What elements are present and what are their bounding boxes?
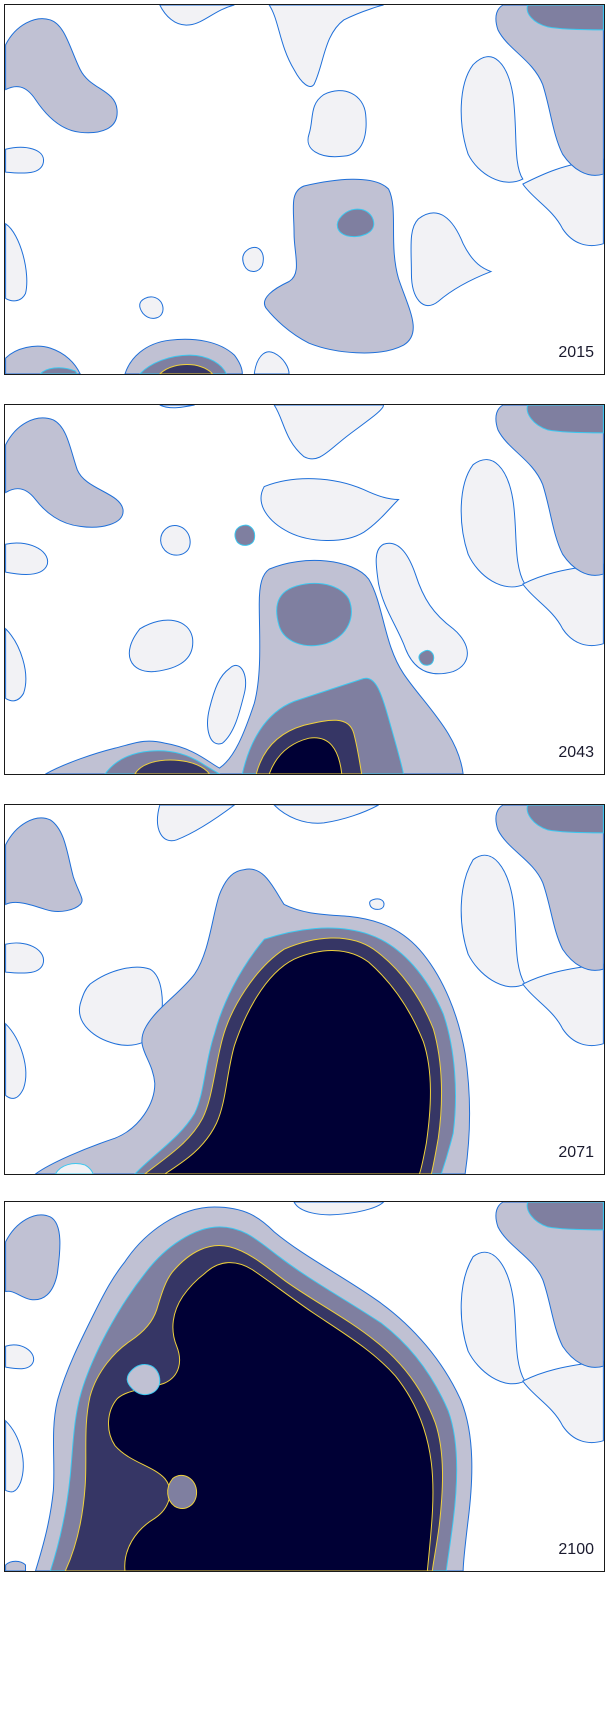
light-region	[522, 563, 604, 647]
light-region	[160, 525, 191, 556]
light-region	[410, 212, 493, 307]
darkest-region	[163, 950, 431, 1174]
mid-region	[39, 367, 78, 374]
light-region	[5, 1419, 24, 1493]
mid-region	[234, 524, 256, 546]
gray-region	[5, 417, 124, 528]
gray-region	[495, 805, 604, 971]
dark-region	[134, 759, 211, 774]
year-label: 2043	[558, 744, 594, 761]
mid-region	[526, 5, 604, 31]
light-region	[207, 664, 247, 745]
light-region	[522, 1360, 604, 1444]
year-label: 2015	[558, 344, 594, 361]
gray-region	[495, 405, 604, 576]
light-region	[242, 246, 264, 273]
mid-region	[526, 1202, 604, 1231]
contour-map-2043	[5, 405, 604, 774]
map-panel-2071: 2071	[4, 804, 605, 1175]
light-region	[268, 5, 384, 87]
mid-hole	[167, 1474, 198, 1510]
light-region	[375, 542, 468, 675]
light-region	[159, 405, 195, 409]
light-region	[522, 158, 604, 247]
light-region	[5, 627, 27, 702]
dark-region	[159, 364, 214, 374]
light-region	[139, 296, 164, 319]
light-region	[5, 1022, 27, 1099]
gray-region	[5, 817, 83, 912]
gray-region	[5, 1214, 61, 1301]
contour-map-2015	[5, 5, 604, 374]
mid-region	[418, 649, 435, 666]
gray-region	[5, 345, 81, 374]
light-region	[5, 1344, 34, 1370]
gray-region	[5, 18, 118, 134]
light-region	[307, 90, 367, 158]
mid-region	[526, 805, 604, 834]
light-region	[369, 898, 385, 910]
contour-map-2100	[5, 1202, 604, 1571]
gray-region	[495, 1202, 604, 1368]
gray-region	[495, 5, 604, 176]
light-region	[5, 222, 28, 302]
light-region	[260, 478, 400, 541]
contour-map-2071	[5, 805, 604, 1174]
map-panel-2015: 2015	[4, 4, 605, 375]
light-region	[5, 942, 44, 974]
mid-region	[276, 582, 352, 647]
map-panel-2043: 2043	[4, 404, 605, 775]
light-region	[128, 619, 194, 673]
light-region	[460, 1251, 526, 1385]
light-region	[273, 405, 385, 460]
light-region	[460, 56, 524, 183]
gray-region	[5, 1560, 27, 1571]
light-region	[460, 459, 526, 588]
light-region	[54, 1163, 94, 1174]
light-region	[522, 963, 604, 1047]
darkest-region	[268, 737, 343, 774]
light-region	[159, 5, 235, 26]
light-region	[460, 854, 526, 988]
year-label: 2100	[558, 1541, 594, 1558]
light-region	[293, 1202, 385, 1216]
gray-hole	[126, 1364, 161, 1395]
light-region	[253, 351, 290, 374]
mid-region	[526, 405, 604, 434]
year-label: 2071	[558, 1144, 594, 1161]
light-region	[5, 146, 44, 174]
light-region	[273, 805, 379, 824]
light-region	[157, 805, 236, 842]
light-region	[5, 542, 48, 575]
mid-region	[336, 208, 375, 238]
gray-region	[264, 178, 414, 354]
map-panel-2100: 2100	[4, 1201, 605, 1572]
